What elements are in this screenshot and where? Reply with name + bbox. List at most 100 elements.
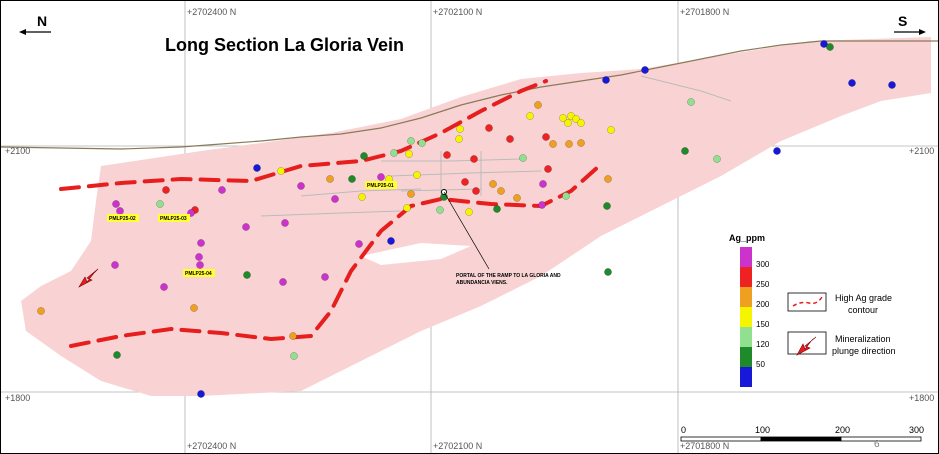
grid-label-top: +2702100 N: [433, 7, 482, 17]
drill-hole-point: [162, 186, 170, 194]
legend-color-bar: [740, 247, 752, 387]
drill-hole-point: [539, 180, 547, 188]
drill-hole-point: [443, 151, 451, 159]
scale-tick: 0: [681, 425, 686, 435]
drill-hole-point: [559, 114, 567, 122]
key-contour-label: High Ag grade: [835, 293, 892, 303]
drill-hole-tags: PMLP25-01 PMLP25-02 PMLP25-03 PMLP25-04: [107, 181, 397, 277]
drill-hole-point: [602, 76, 610, 84]
drill-hole-point: [377, 173, 385, 181]
topography-line: [1, 40, 938, 150]
legend-tick: 150: [756, 320, 770, 329]
portal-note-line-2: ABUNDANCIA VIENS.: [456, 280, 508, 286]
drill-hole-point: [407, 137, 415, 145]
drill-hole-point: [607, 126, 615, 134]
legend-color-swatch: [740, 267, 752, 287]
plunge-arrow-icon: [78, 268, 99, 288]
drill-hole-point: [455, 135, 463, 143]
legend-tick: 50: [756, 360, 765, 369]
drill-hole-point: [360, 152, 368, 160]
drill-hole-samples: [37, 40, 896, 398]
drill-hole-point: [111, 261, 119, 269]
elevation-label-left: +1800: [5, 393, 30, 403]
drill-hole-point: [848, 79, 856, 87]
drill-hole-point: [604, 268, 612, 276]
drill-hole-point: [113, 351, 121, 359]
drill-hole-point: [888, 81, 896, 89]
legend-title: Ag_ppm: [729, 233, 765, 243]
portal-marker: PORTAL OF THE RAMP TO LA GLORIA AND ABUN…: [441, 189, 561, 286]
drill-hole-point: [461, 178, 469, 186]
drill-hole-point: [456, 125, 464, 133]
north-arrow-head-icon: [19, 29, 26, 35]
drill-hole-point: [413, 171, 421, 179]
drill-hole-point: [641, 66, 649, 74]
scale-tick: 200: [835, 425, 850, 435]
contour-line-lower: [69, 164, 601, 348]
drill-hole-point: [156, 200, 164, 208]
drill-hole-point: [358, 193, 366, 201]
drill-hole-point: [290, 352, 298, 360]
drill-hole-point: [279, 278, 287, 286]
drill-hole-point: [190, 304, 198, 312]
drill-hole-point: [687, 98, 695, 106]
drill-hole-point: [826, 43, 834, 51]
legend-tick: 250: [756, 280, 770, 289]
contour-line-upper: [59, 79, 548, 191]
drill-hole-point: [112, 200, 120, 208]
hole-tag-pmlp25-04: PMLP25-04: [185, 271, 212, 277]
hole-tag-bg: [183, 269, 215, 277]
drill-hole-point: [160, 283, 168, 291]
drill-hole-point: [348, 175, 356, 183]
drill-hole-point: [472, 187, 480, 195]
hole-tag-pmlp25-02: PMLP25-02: [109, 216, 136, 222]
drill-hole-point: [562, 192, 570, 200]
key-contour-label: contour: [848, 305, 878, 315]
drill-hole-point: [390, 149, 398, 157]
legend-color-swatch: [740, 307, 752, 327]
drill-hole-point: [196, 261, 204, 269]
drill-hole-point: [243, 271, 251, 279]
drill-hole-point: [197, 239, 205, 247]
elevation-label-left: +2100: [5, 146, 30, 156]
drill-hole-point: [577, 139, 585, 147]
drill-hole-point: [485, 124, 493, 132]
south-label: S: [898, 13, 907, 29]
drill-hole-point: [544, 165, 552, 173]
south-indicator: S: [894, 13, 926, 35]
legend-tick: 300: [756, 260, 770, 269]
key-plunge-label: Mineralization: [835, 334, 891, 344]
drill-hole-point: [326, 175, 334, 183]
drill-hole-point: [418, 139, 426, 147]
portal-note-line-1: PORTAL OF THE RAMP TO LA GLORIA AND: [456, 273, 561, 279]
grid-label-bottom: +2702400 N: [187, 441, 236, 451]
drill-hole-point: [405, 150, 413, 158]
legend-tick: 200: [756, 300, 770, 309]
page-number: 6: [874, 439, 880, 450]
drill-hole-point: [493, 205, 501, 213]
key-plunge-arrow-icon: [796, 336, 817, 356]
scale-tick: 100: [755, 425, 770, 435]
drill-hole-point: [572, 115, 580, 123]
hole-tag-bg: [158, 214, 190, 222]
drill-hole-point: [387, 237, 395, 245]
drill-hole-point: [321, 273, 329, 281]
portal-leader-line: [443, 191, 490, 270]
drill-hole-point: [534, 101, 542, 109]
drill-hole-point: [681, 147, 689, 155]
hole-tag-bg: [107, 214, 139, 222]
grid-label-top: +2701800 N: [680, 7, 729, 17]
legend-color-swatch: [740, 367, 752, 387]
key-plunge-box: [787, 331, 827, 355]
drill-hole-point: [355, 240, 363, 248]
drill-hole-point: [538, 201, 546, 209]
legend-color-swatch: [740, 247, 752, 267]
drill-hole-point: [407, 190, 415, 198]
drill-hole-point: [242, 223, 250, 231]
vein-shape: [21, 37, 931, 396]
key-plunge-label: plunge direction: [832, 346, 896, 356]
elevation-label-right: +2100: [909, 146, 934, 156]
scale-bar: 0 100 200 300 6: [680, 425, 924, 450]
drill-hole-point: [197, 390, 205, 398]
legend-color-swatch: [740, 347, 752, 367]
